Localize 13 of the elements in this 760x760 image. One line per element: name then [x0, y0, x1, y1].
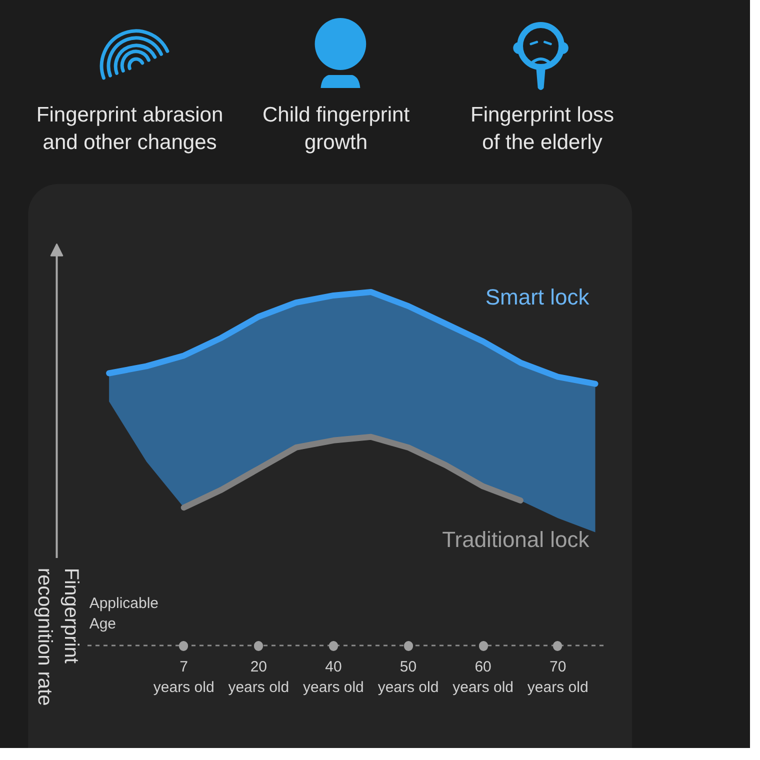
text: Child fingerprint growth [262, 103, 410, 154]
text: Fingerprint abrasion and other changes [36, 103, 224, 154]
x-tick-label: 20 years old [228, 658, 290, 696]
x-tick-label: 60 years old [452, 658, 514, 696]
x-tick-label: 50 years old [378, 658, 439, 696]
series-label: Traditional lock [442, 526, 590, 552]
series-label: Smart lock [485, 284, 590, 310]
text: Fingerprint loss of the elderly [470, 103, 614, 154]
x-tick-label: 40 years old [303, 658, 364, 696]
y-axis-title: Fingerprint recognition rate [34, 568, 82, 706]
x-tick-label: 7 years old [153, 658, 214, 696]
x-tick-label: 70 years old [527, 658, 588, 696]
x-axis-title: Applicable Age [89, 595, 159, 633]
